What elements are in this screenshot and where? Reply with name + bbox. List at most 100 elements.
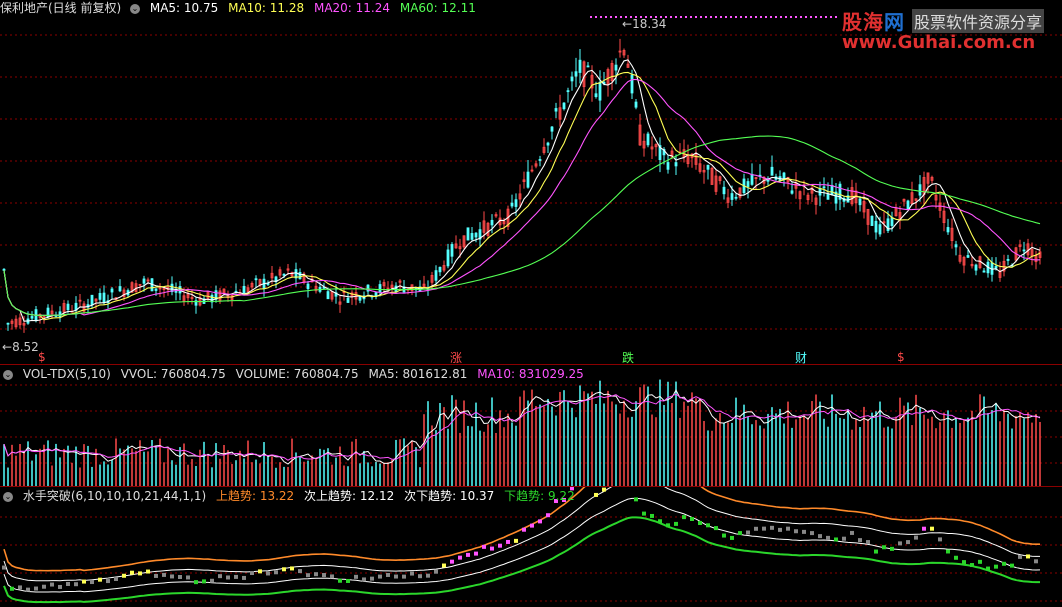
price-pane[interactable]: 保利地产(日线 前复权) ⌄ MA5: 10.75 MA10: 11.28 MA… [0,0,1062,364]
sailor-block [746,531,750,535]
sailor-block [602,488,606,492]
sailor-block [34,587,38,591]
candle-body [299,272,301,278]
candle-body [891,218,893,226]
high-price-value: 18.34 [632,17,666,31]
sailor-block [210,579,214,583]
sailor-block [482,545,486,549]
candle-body [995,266,997,268]
sailor-block [426,574,430,578]
sailor-block [418,574,422,578]
sailor-block [802,530,806,534]
down-trend-value: 下趋势: 9.22 [504,489,575,503]
indicator-name: 水手突破(6,10,10,10,21,44,1,1) [23,489,206,503]
sailor-block [258,569,262,573]
sailor-block [978,560,982,564]
sailor-block [690,517,694,521]
low-price-label: ←8.52 [2,340,39,354]
sailor-block [986,567,990,571]
candle-body [471,233,473,239]
price-header: 保利地产(日线 前复权) ⌄ MA5: 10.75 MA10: 11.28 MA… [0,0,482,16]
sailor-block [954,556,958,560]
candle-body [947,227,949,231]
candle-body [67,304,69,310]
sailor-block [698,521,702,525]
sailor-block [762,527,766,531]
sailor-block [882,545,886,549]
circle-down-icon[interactable]: ⌄ [130,4,140,14]
sailor-block [106,579,110,583]
candle-body [983,271,985,272]
sailor-block [122,574,126,578]
price-chart[interactable] [0,0,1062,364]
sailor-block [514,539,518,543]
candle-body [103,293,105,303]
watermark-brand: 股海网 [842,6,905,35]
next-up-trend-value: 次上趋势: 12.12 [304,489,394,503]
sailor-block [434,570,438,574]
candle-body [667,163,669,170]
sailor-block [874,550,878,554]
sailor-block [818,534,822,538]
high-price-label: ←18.34 [622,17,666,31]
candle-body [447,250,449,266]
sailor-block [410,572,414,576]
sailor-block [538,519,542,523]
candle-body [747,182,749,187]
sailor-block [522,528,526,532]
sailor-block [474,552,478,556]
marker-5[interactable]: $ [897,350,905,364]
sailor-block [450,560,454,564]
sailor-block [2,566,6,570]
sailor-block [1018,555,1022,559]
candle-body [491,220,493,225]
volume-chart[interactable] [0,365,1062,487]
candle-body [571,77,573,81]
sailor-block [202,579,206,583]
vol-ma5-value: MA5: 801612.81 [368,367,467,381]
sailor-block [442,564,446,568]
candle-body [599,82,601,100]
sailor-block [306,573,310,577]
sailor-block [938,537,942,541]
circle-down-icon[interactable]: ⌄ [3,492,13,502]
ma20-value: MA20: 11.24 [314,1,390,15]
candle-body [791,191,793,193]
candle-body [579,60,581,72]
sailor-block [242,576,246,580]
sailor-block [266,571,270,575]
candle-body [255,279,257,280]
sailor-block [378,575,382,579]
circle-down-icon[interactable]: ⌄ [3,370,13,380]
sailor-block [18,585,22,589]
sailor-block [314,572,318,576]
watermark-url: www.Guhai.com.cn [842,32,1035,53]
sailor-block [714,526,718,530]
sailor-block [466,553,470,557]
sailor-block [66,582,70,586]
candle-body [1007,259,1009,260]
candle-body [515,200,517,207]
ma5-value: MA5: 10.75 [150,1,218,15]
sailor-block [890,547,894,551]
ma5-line [4,60,1040,321]
marker-1[interactable]: $ [38,350,46,364]
indicator-pane[interactable]: ⌄ 水手突破(6,10,10,10,21,44,1,1) 上趋势: 13.22 … [0,486,1062,607]
sailor-block [82,580,86,584]
candle-body [527,172,529,187]
sailor-block [114,577,118,581]
candle-body [859,199,861,205]
candle-body [435,271,437,281]
candle-body [647,134,649,145]
sailor-block [170,574,174,578]
ma10-value: MA10: 11.28 [228,1,304,15]
indicator-chart[interactable] [0,487,1062,607]
candle-body [967,255,969,257]
volume-pane[interactable]: ⌄ VOL-TDX(5,10) VVOL: 760804.75 VOLUME: … [0,364,1062,487]
sailor-block [386,573,390,577]
sailor-block [834,537,838,541]
sailor-block [226,575,230,579]
sailor-block [194,580,198,584]
candle-body [827,194,829,199]
candle-body [751,174,753,184]
